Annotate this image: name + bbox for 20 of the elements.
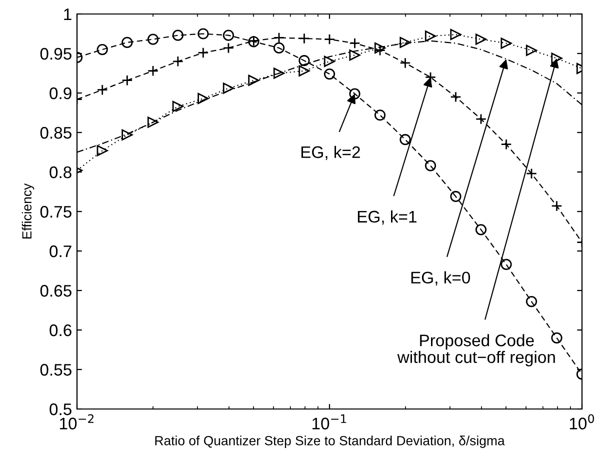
y-tick-label: 0.65 [40, 284, 72, 297]
y-axis-title: Efficiency [22, 183, 34, 239]
annotation: EG, k=0 [411, 271, 470, 286]
y-tick-label: 0.5 [50, 403, 72, 416]
y-tick-label: 0.8 [50, 166, 72, 178]
y-tick-label: 0.75 [40, 206, 72, 218]
y-tick-label: 0.9 [50, 87, 72, 100]
x-tick-label: 10$^{−1}$ [312, 414, 346, 430]
x-tick-label: 10$^{0}$ [570, 414, 594, 430]
annotation: EG, k=1 [358, 210, 416, 225]
x-tick-label: 10$^{−2}$ [60, 414, 94, 430]
y-tick-label: 0.95 [40, 48, 72, 60]
x-axis-title: Ratio of Quantizer Step Size to Standard Deviation, δ/sigma [155, 436, 505, 448]
y-tick-label: 0.6 [50, 324, 72, 336]
y-tick-label: 0.85 [40, 126, 72, 139]
annotation: Proposed Code without cut−off region [397, 334, 555, 366]
y-tick-label: 0.55 [40, 364, 72, 376]
annotation: EG, k=2 [301, 146, 360, 160]
y-tick-label: 1 [64, 8, 72, 20]
y-tick-label: 0.7 [50, 245, 72, 258]
